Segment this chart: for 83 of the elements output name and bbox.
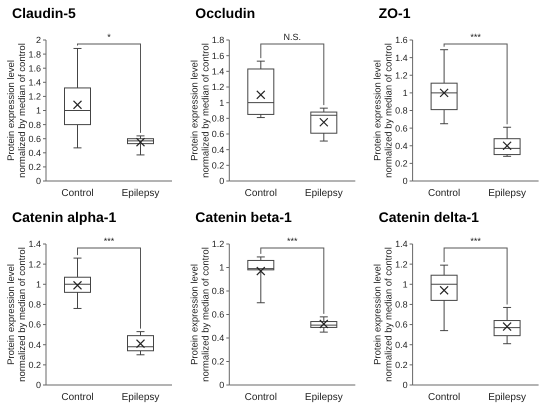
x-tick-label: Epilepsy — [122, 188, 160, 199]
y-tick-label: 0 — [402, 176, 408, 186]
y-axis-title: Protein expression level normalized by median of control — [6, 247, 28, 382]
y-tick-label: 0 — [219, 176, 224, 186]
y-tick-label: 1.6 — [212, 50, 224, 61]
y-axis-title: Protein expression level normalized by median of control — [372, 43, 395, 178]
chart-title: Occludin — [195, 5, 256, 21]
y-tick-label: 0.2 — [212, 356, 224, 367]
y-tick-label: 1.2 — [28, 259, 41, 270]
x-tick-label: Control — [61, 188, 94, 199]
y-tick-label: 1.4 — [395, 52, 408, 63]
y-tick-label: 0.6 — [212, 310, 224, 320]
y-tick-label: 0.8 — [395, 300, 408, 310]
y-tick-label: 1 — [36, 106, 41, 116]
x-tick-label: Epilepsy — [304, 188, 343, 199]
y-tick-label: 0.4 — [28, 148, 41, 158]
y-tick-label: 1.8 — [212, 35, 224, 46]
annotation: *** — [470, 236, 482, 246]
y-tick-label: 1 — [219, 98, 224, 108]
chart-title: ZO-1 — [378, 5, 411, 21]
y-axis-title: Protein expression level normalized by median of control — [189, 43, 212, 178]
y-tick-label: 0.2 — [28, 360, 41, 370]
y-tick-label: 1.6 — [395, 35, 408, 46]
y-tick-label: 1.2 — [28, 92, 41, 102]
y-tick-label: 1.2 — [212, 82, 224, 92]
x-tick-label: Control — [244, 392, 277, 403]
y-tick-label: 0.4 — [212, 333, 224, 344]
y-tick-label: 1.2 — [212, 239, 224, 250]
x-tick-label: Control — [428, 188, 460, 199]
y-tick-label: 0.6 — [395, 123, 408, 134]
y-tick-label: 0.6 — [28, 134, 41, 144]
x-tick-label: Epilepsy — [488, 188, 526, 199]
y-tick-label: 0.4 — [28, 340, 41, 350]
y-tick-label: 0.8 — [28, 300, 41, 310]
y-tick-label: 0.2 — [395, 158, 408, 169]
y-tick-label: 0.4 — [212, 144, 224, 155]
x-tick-label: Epilepsy — [488, 392, 526, 403]
y-tick-label: 1 — [402, 279, 408, 290]
y-tick-label: 2 — [36, 35, 41, 46]
y-tick-label: 0.2 — [395, 360, 408, 370]
y-tick-label: 0.2 — [28, 162, 41, 172]
x-tick-label: Epilepsy — [304, 392, 343, 403]
chart-title: Catenin beta-1 — [195, 209, 292, 225]
y-tick-label: 1.6 — [28, 63, 41, 74]
y-tick-label: 1.2 — [395, 259, 408, 270]
y-tick-label: 1.4 — [212, 66, 224, 76]
chart-title: Catenin alpha-1 — [12, 209, 116, 225]
y-tick-label: 0.6 — [212, 129, 224, 140]
y-tick-label: 1 — [219, 262, 224, 273]
annotation: *** — [287, 236, 298, 246]
x-tick-label: Control — [428, 392, 460, 403]
y-tick-label: 0 — [402, 380, 408, 390]
y-tick-label: 1.4 — [395, 239, 408, 250]
chart-title: Claudin-5 — [12, 5, 76, 21]
y-tick-label: 0.4 — [395, 140, 408, 151]
chart-title: Catenin delta-1 — [378, 209, 480, 225]
y-tick-label: 0.8 — [28, 120, 41, 130]
y-axis-title: Protein expression level normalized by median of control — [372, 247, 395, 382]
y-tick-label: 1 — [36, 279, 41, 290]
y-tick-label: 0.8 — [212, 286, 224, 296]
y-tick-label: 0.2 — [212, 160, 224, 170]
y-tick-label: 1.2 — [395, 70, 408, 80]
x-tick-label: Epilepsy — [122, 392, 160, 403]
y-tick-label: 1 — [402, 88, 408, 98]
y-tick-label: 0.4 — [395, 340, 408, 350]
y-axis-title: Protein expression level normalized by median of control — [189, 247, 212, 382]
y-tick-label: 0 — [219, 380, 224, 390]
y-tick-label: 0 — [36, 176, 41, 186]
x-tick-label: Control — [244, 188, 277, 199]
y-tick-label: 0.6 — [395, 320, 408, 330]
annotation: N.S. — [284, 32, 302, 42]
y-tick-label: 1.4 — [28, 239, 41, 250]
y-tick-label: 0.8 — [212, 113, 224, 124]
y-tick-label: 0.6 — [28, 320, 41, 330]
y-tick-label: 1.8 — [28, 49, 41, 60]
y-axis-title: Protein expression level normalized by median of control — [6, 43, 28, 178]
y-tick-label: 0 — [36, 380, 41, 390]
y-tick-label: 1.4 — [28, 77, 41, 88]
annotation: * — [107, 32, 112, 42]
x-tick-label: Control — [61, 392, 94, 403]
y-tick-label: 0.8 — [395, 106, 408, 116]
annotation: *** — [104, 236, 115, 246]
annotation: *** — [470, 32, 482, 42]
